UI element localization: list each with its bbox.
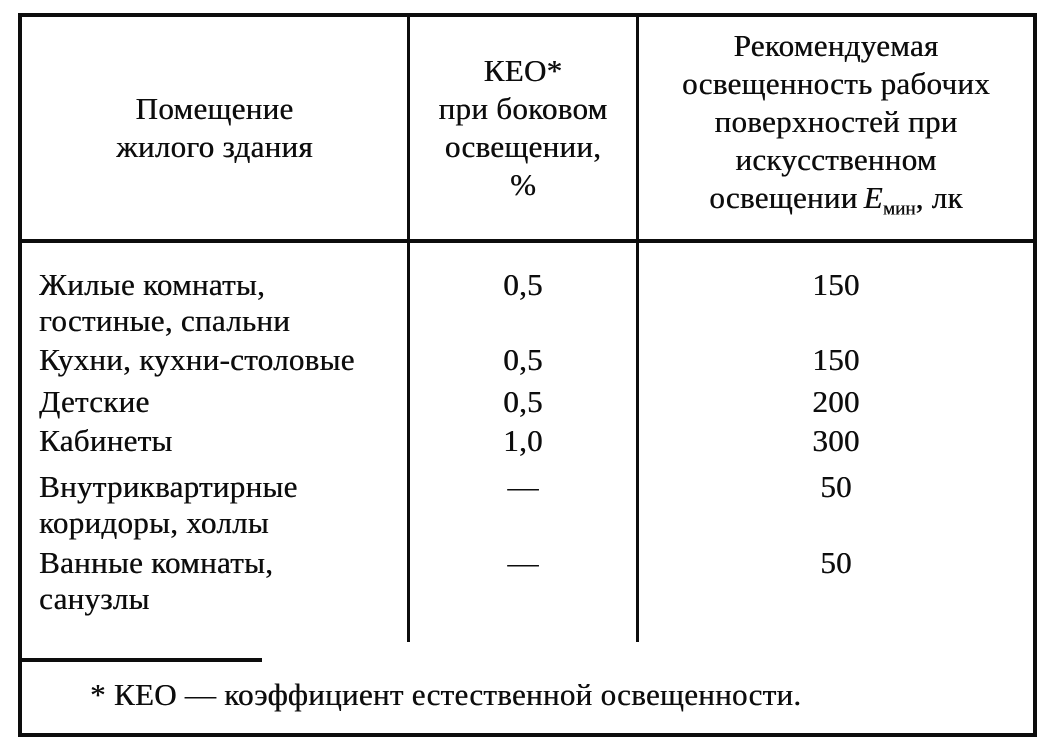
emin-prefix: освещении (709, 180, 858, 216)
table-row: Кухни, кухни-столовые 0,5 150 (22, 340, 1033, 382)
emin-symbol: E (863, 180, 883, 216)
table-row: Ванные комнаты, санузлы — 50 (22, 545, 1033, 642)
room-cell: Жилые комнаты, гостиные, спальни (22, 243, 410, 340)
keo-value: 0,5 (410, 340, 639, 382)
lux-value: 200 (812, 384, 860, 419)
emin-suffix: , лк (915, 180, 963, 216)
keo-value: — (410, 545, 639, 642)
lux-value: 300 (812, 423, 860, 458)
keo-value: — (410, 465, 639, 545)
header-emin-line: освещении Eмин, лк (709, 179, 963, 229)
lux-value: 50 (820, 545, 852, 580)
room-label: Кабинеты (39, 423, 173, 458)
room-cell: Кухни, кухни-столовые (22, 340, 410, 382)
keo-value: 1,0 (410, 423, 639, 465)
footnote-area: * КЕО — коэффициент естественной освещен… (22, 642, 1033, 733)
room-cell: Детские (22, 382, 410, 423)
lux-value: 50 (820, 469, 852, 504)
header-illuminance-line: искусственном (735, 142, 937, 178)
room-label: Ванные комнаты, санузлы (39, 545, 274, 616)
emin-subscript: мин (882, 198, 916, 220)
illumination-table: Помещение жилого здания КЕО* при боковом… (18, 13, 1037, 737)
header-keo-line: КЕО* (483, 53, 563, 88)
header-keo-line: при боковом (438, 91, 608, 126)
keo-value: 0,5 (410, 243, 639, 340)
footnote-text: * КЕО — коэффициент естественной освещен… (90, 677, 802, 712)
table-row: Кабинеты 1,0 300 (22, 423, 1033, 465)
keo-value: 0,5 (410, 382, 639, 423)
footnote-separator (22, 658, 262, 662)
header-keo-line: % (509, 167, 537, 202)
room-cell: Внутриквартирные коридоры, холлы (22, 465, 410, 545)
room-label: Внутриквартирные коридоры, холлы (39, 469, 298, 540)
header-keo-column: КЕО* при боковом освещении, % (410, 17, 639, 239)
header-illuminance-column: Рекомендуемая освещенность рабочих повер… (639, 17, 1033, 239)
table-row: Внутриквартирные коридоры, холлы — 50 (22, 465, 1033, 545)
header-room-label: Помещение жилого здания (116, 91, 313, 164)
table-row: Жилые комнаты, гостиные, спальни 0,5 150 (22, 243, 1033, 340)
header-illuminance-line: освещенность рабочих (682, 66, 990, 102)
room-cell: Ванные комнаты, санузлы (22, 545, 410, 642)
room-cell: Кабинеты (22, 423, 410, 465)
header-illuminance-line: поверхностей при (714, 104, 958, 140)
table-row: Детские 0,5 200 (22, 382, 1033, 423)
room-label: Детские (39, 384, 150, 419)
room-label: Кухни, кухни-столовые (39, 342, 355, 377)
table-body: Жилые комнаты, гостиные, спальни 0,5 150… (22, 243, 1033, 642)
header-keo-line: освещении, (444, 129, 602, 164)
header-room-column: Помещение жилого здания (22, 17, 410, 239)
header-illuminance-line: Рекомендуемая (733, 28, 939, 64)
lux-value: 150 (812, 342, 860, 377)
lux-value: 150 (812, 267, 860, 302)
table-header-row: Помещение жилого здания КЕО* при боковом… (22, 17, 1033, 243)
room-label: Жилые комнаты, гостиные, спальни (39, 267, 291, 338)
